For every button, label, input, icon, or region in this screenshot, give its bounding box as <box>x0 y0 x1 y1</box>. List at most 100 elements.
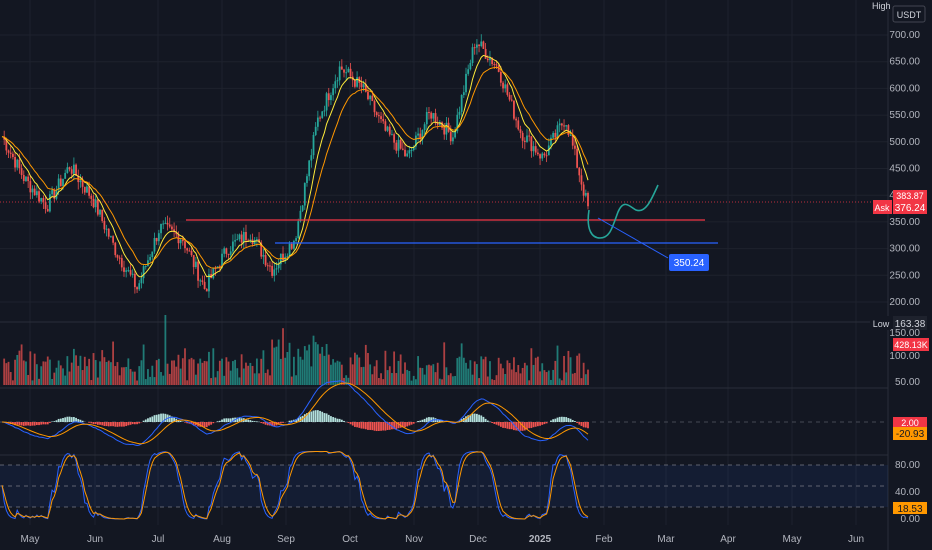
macd-histogram-bar <box>550 420 552 422</box>
candle-body <box>105 228 108 230</box>
volume-bar <box>208 351 210 385</box>
volume-bar <box>515 372 518 385</box>
volume-bar <box>184 348 186 385</box>
candle-body <box>386 126 389 131</box>
candle-body <box>554 132 557 138</box>
macd-histogram-bar <box>452 422 454 424</box>
candle-body <box>306 176 308 183</box>
candle-body <box>112 236 115 243</box>
macd-histogram-bar <box>201 422 204 427</box>
macd-histogram-bar <box>279 422 282 424</box>
macd-histogram-bar <box>103 422 106 426</box>
candle-body <box>576 148 579 168</box>
volume-bar <box>316 344 319 385</box>
volume-bar <box>162 375 165 385</box>
macd-badge-b <box>893 427 927 440</box>
volume-bar <box>181 358 184 385</box>
candle-body <box>262 255 265 257</box>
target-badge[interactable] <box>669 254 709 271</box>
candle-body <box>53 189 56 199</box>
volume-bar <box>120 367 123 385</box>
volume-bar <box>395 373 398 385</box>
candle-body <box>107 228 110 237</box>
macd-histogram-bar <box>216 421 219 422</box>
volume-bar <box>107 360 110 385</box>
candle-body <box>441 122 443 128</box>
volume-bar <box>221 358 223 385</box>
time-tick-label: Jul <box>152 534 165 545</box>
macd-histogram-bar <box>523 422 526 431</box>
volume-bar <box>57 360 60 385</box>
volume-bar <box>86 366 88 385</box>
candle-body <box>445 122 448 135</box>
volume-bar <box>345 375 348 385</box>
candle-body <box>125 270 128 272</box>
macd-histogram-bar <box>380 422 382 431</box>
volume-bar <box>138 366 141 385</box>
volume-bar <box>408 371 411 385</box>
projection-curve[interactable] <box>587 184 659 239</box>
macd-histogram-bar <box>110 422 112 427</box>
volume-bar <box>327 354 330 385</box>
macd-histogram-bar <box>66 416 69 422</box>
macd-histogram-bar <box>545 422 548 424</box>
volume-bar <box>166 363 169 385</box>
macd-histogram-bar <box>582 422 585 428</box>
volume-bar <box>349 357 352 385</box>
volume-bar <box>29 351 32 385</box>
candle-body <box>31 188 34 193</box>
volume-bar <box>262 350 265 385</box>
candle-body <box>543 153 546 156</box>
volume-bar <box>432 364 435 385</box>
candle-body <box>147 260 149 267</box>
volume-bar <box>356 354 358 385</box>
candle-body <box>290 243 293 249</box>
volume-bar <box>421 368 424 385</box>
volume-bar <box>456 358 459 385</box>
candle-body <box>288 243 291 257</box>
volume-bar <box>90 380 93 385</box>
volume-bar <box>77 365 80 385</box>
volume-bar <box>534 357 537 385</box>
macd-histogram-bar <box>118 422 121 427</box>
macd-histogram-bar <box>192 422 195 426</box>
volume-bar <box>18 350 21 385</box>
volume-bar <box>321 346 324 385</box>
macd-histogram-bar <box>580 422 583 426</box>
candle-body <box>260 242 263 257</box>
candle-body <box>530 136 533 152</box>
macd-histogram-bar <box>377 422 380 431</box>
volume-bar <box>27 374 30 385</box>
target-badge-value: 350.24 <box>674 258 705 269</box>
volume-bar <box>127 358 130 385</box>
macd-histogram-bar <box>384 422 387 431</box>
time-tick-label: Apr <box>720 534 736 545</box>
macd-histogram-bar <box>404 422 406 428</box>
candle-body <box>582 184 585 196</box>
volume-bar <box>423 374 426 385</box>
macd-histogram-bar <box>554 418 557 422</box>
volume-bar <box>40 366 43 385</box>
time-tick-label: Dec <box>469 534 487 545</box>
volume-bar <box>31 380 34 385</box>
macd-histogram-bar <box>382 422 385 431</box>
macd-histogram-bar <box>218 420 221 422</box>
macd-histogram-bar <box>29 422 32 426</box>
projection-arrow[interactable] <box>597 217 669 259</box>
currency-box[interactable] <box>892 5 926 23</box>
candle-body <box>70 169 73 174</box>
candle-body <box>223 248 226 254</box>
macd-histogram-bar <box>203 422 206 428</box>
ask-badge <box>873 200 892 214</box>
candle-body <box>205 288 208 292</box>
candle-body <box>340 66 343 70</box>
ema-fast-line <box>1 54 589 278</box>
macd-histogram-bar <box>136 422 138 425</box>
macd-histogram-bar <box>212 422 215 424</box>
volume-bar <box>397 360 400 385</box>
volume-bar <box>545 372 548 385</box>
macd-histogram-bar <box>194 422 197 426</box>
candle-body <box>171 226 173 230</box>
candle-body <box>552 132 555 138</box>
